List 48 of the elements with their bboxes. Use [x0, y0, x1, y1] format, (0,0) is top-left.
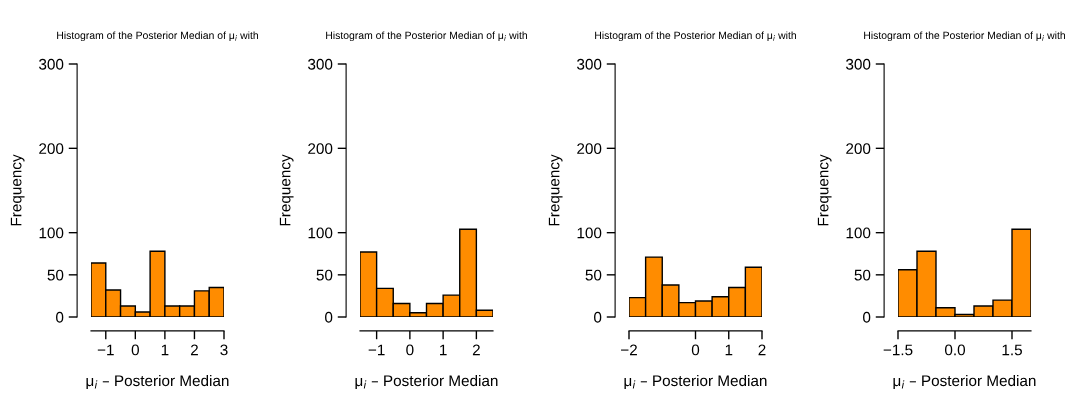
x-tick-label: 1.5 [1002, 344, 1022, 356]
y-tick-label: 100 [577, 227, 602, 239]
x-tick-label: 1 [725, 344, 733, 356]
x-tick-label: 0 [406, 344, 414, 356]
x-axis-title: μ$_{i}$ – Posterior Median [624, 374, 767, 389]
y-tick-label: 0 [56, 311, 64, 323]
y-tick-label: 0 [594, 311, 602, 323]
y-tick-label: 0 [325, 311, 333, 323]
x-tick-label: −1.5 [883, 344, 913, 356]
y-tick-label: 200 [308, 143, 333, 155]
x-tick-label: 1 [161, 344, 169, 356]
y-tick-label: 300 [39, 58, 64, 70]
y-tick-label: 200 [39, 143, 64, 155]
y-tick-label: 50 [854, 269, 871, 281]
x-tick-label: 3 [220, 344, 228, 356]
x-axis-title: μ$_{i}$ – Posterior Median [355, 374, 498, 389]
chart-title: Histogram of the Posterior Median of μ$_{i}$ with [595, 31, 796, 42]
x-tick-label: −2 [621, 344, 637, 356]
y-tick-label: 0 [863, 311, 871, 323]
x-tick-label: 2 [472, 344, 480, 356]
y-axis-title: Frequency [279, 154, 294, 226]
x-tick-label: 0 [131, 344, 139, 356]
y-tick-label: 200 [577, 143, 602, 155]
y-tick-label: 50 [316, 269, 333, 281]
y-tick-label: 300 [308, 58, 333, 70]
x-tick-label: 2 [190, 344, 198, 356]
x-tick-label: −1 [368, 344, 385, 356]
x-tick-label: 0 [691, 344, 700, 356]
y-tick-label: 50 [585, 269, 602, 281]
x-axis-title: μ$_{i}$ – Posterior Median [86, 374, 229, 389]
y-tick-label: 100 [39, 227, 64, 239]
x-tick-label: −1 [97, 344, 114, 356]
y-tick-label: 200 [846, 143, 871, 155]
chart-title: Histogram of the Posterior Median of μ$_{i}$ with [57, 31, 258, 42]
y-tick-label: 100 [308, 227, 333, 239]
chart-title: Histogram of the Posterior Median of μ$_{i}$ with [326, 31, 527, 42]
x-tick-label: 2 [758, 344, 766, 356]
y-tick-label: 300 [846, 58, 871, 70]
x-axis-title: μ$_{i}$ – Posterior Median [893, 374, 1036, 389]
y-tick-label: 100 [846, 227, 871, 239]
y-tick-label: 50 [47, 269, 64, 281]
y-axis-title: Frequency [10, 154, 25, 226]
x-tick-label: 1 [440, 344, 447, 356]
y-axis-title: Frequency [548, 154, 563, 226]
y-tick-label: 300 [577, 58, 602, 70]
x-tick-label: 0.0 [944, 344, 966, 356]
y-axis-title: Frequency [817, 154, 832, 226]
chart-title: Histogram of the Posterior Median of μ$_{i}$ with [864, 31, 1065, 42]
